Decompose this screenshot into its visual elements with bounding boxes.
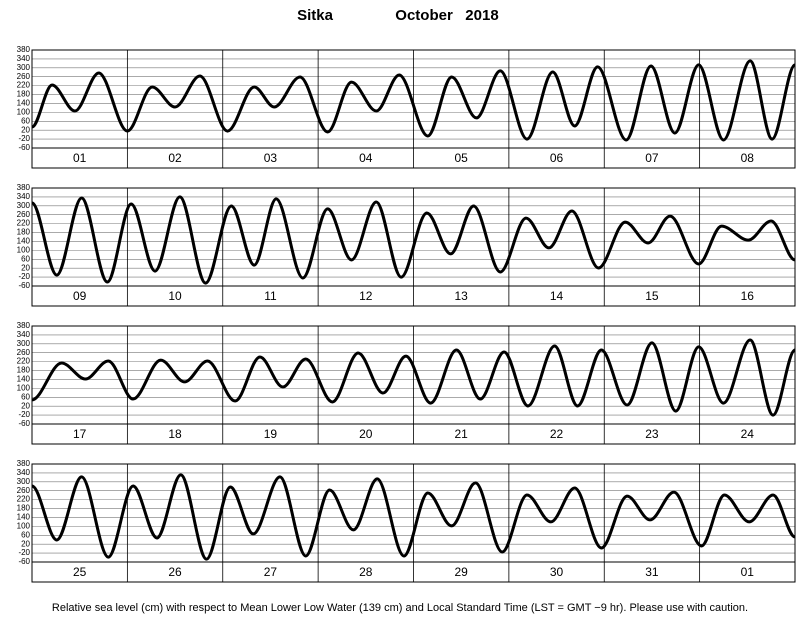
y-tick-label: 140 (17, 513, 31, 522)
day-label: 03 (264, 151, 278, 165)
day-label: 21 (455, 427, 469, 441)
y-tick-label: 60 (21, 530, 30, 539)
y-tick-label: -60 (18, 143, 30, 152)
y-tick-label: 100 (17, 245, 31, 254)
day-label: 16 (741, 289, 755, 303)
day-label: 02 (168, 151, 182, 165)
day-label: 27 (264, 565, 278, 579)
y-tick-label: 380 (17, 183, 31, 192)
y-tick-label: 180 (17, 504, 31, 513)
day-label: 28 (359, 565, 373, 579)
y-tick-label: 260 (17, 210, 31, 219)
day-label: 24 (741, 427, 755, 441)
y-tick-label: 100 (17, 107, 31, 116)
y-tick-label: 340 (17, 192, 31, 201)
day-label: 15 (645, 289, 659, 303)
y-tick-label: 220 (17, 357, 31, 366)
y-tick-label: 220 (17, 81, 31, 90)
y-tick-label: 60 (21, 254, 30, 263)
day-label: 19 (264, 427, 278, 441)
day-label: 29 (455, 565, 469, 579)
y-tick-label: -20 (18, 410, 30, 419)
footnote: Relative sea level (cm) with respect to … (52, 602, 748, 614)
day-label: 14 (550, 289, 564, 303)
day-label: 12 (359, 289, 373, 303)
tide-curve (31, 59, 797, 142)
day-label: 05 (455, 151, 469, 165)
y-tick-label: -60 (18, 281, 30, 290)
y-tick-label: 180 (17, 366, 31, 375)
y-tick-label: 140 (17, 237, 31, 246)
day-label: 26 (168, 565, 182, 579)
y-tick-label: -20 (18, 272, 30, 281)
y-tick-label: 60 (21, 392, 30, 401)
day-label: 01 (741, 565, 755, 579)
y-tick-label: 260 (17, 72, 31, 81)
day-label: 30 (550, 565, 564, 579)
day-label: 01 (73, 151, 87, 165)
day-label: 09 (73, 289, 87, 303)
day-label: 31 (645, 565, 659, 579)
y-tick-label: 340 (17, 54, 31, 63)
day-label: 23 (645, 427, 659, 441)
y-tick-label: 20 (21, 125, 30, 134)
day-label: 20 (359, 427, 373, 441)
y-tick-label: 60 (21, 116, 30, 125)
plot-frame (31, 187, 796, 307)
y-tick-label: 20 (21, 401, 30, 410)
y-tick-label: 180 (17, 228, 31, 237)
y-tick-label: 340 (17, 330, 31, 339)
y-tick-label: -20 (18, 134, 30, 143)
y-tick-label: 220 (17, 219, 31, 228)
month-title: October 2018 (395, 7, 498, 24)
y-tick-label: 220 (17, 495, 31, 504)
day-label: 04 (359, 151, 373, 165)
y-tick-label: -20 (18, 548, 30, 557)
y-tick-label: 100 (17, 383, 31, 392)
plot-frame (31, 49, 796, 169)
tide-curve (30, 195, 796, 285)
day-label: 06 (550, 151, 564, 165)
day-label: 07 (645, 151, 659, 165)
day-label: 17 (73, 427, 87, 441)
station-title: Sitka (297, 7, 334, 24)
day-label: 22 (550, 427, 564, 441)
tide-curve (31, 338, 797, 417)
y-tick-label: 20 (21, 263, 30, 272)
y-tick-label: 300 (17, 339, 31, 348)
plot-frame (31, 463, 796, 583)
y-tick-label: 380 (17, 45, 31, 54)
y-tick-label: 260 (17, 348, 31, 357)
y-tick-label: 260 (17, 486, 31, 495)
y-tick-label: 300 (17, 201, 31, 210)
y-tick-label: -60 (18, 419, 30, 428)
plot-frame (31, 325, 796, 445)
day-label: 08 (741, 151, 755, 165)
day-label: 11 (264, 289, 277, 303)
y-tick-label: 380 (17, 321, 31, 330)
y-tick-label: 100 (17, 521, 31, 530)
y-tick-label: 300 (17, 63, 31, 72)
y-tick-label: 140 (17, 99, 31, 108)
y-tick-label: 180 (17, 90, 31, 99)
day-label: 25 (73, 565, 87, 579)
day-label: 18 (168, 427, 182, 441)
y-tick-label: 340 (17, 468, 31, 477)
y-tick-label: 140 (17, 375, 31, 384)
y-tick-label: 300 (17, 477, 31, 486)
y-tick-label: 20 (21, 539, 30, 548)
y-tick-label: -60 (18, 557, 30, 566)
day-label: 10 (168, 289, 182, 303)
tide-curve (31, 473, 796, 561)
y-tick-label: 380 (17, 459, 31, 468)
day-label: 13 (455, 289, 469, 303)
